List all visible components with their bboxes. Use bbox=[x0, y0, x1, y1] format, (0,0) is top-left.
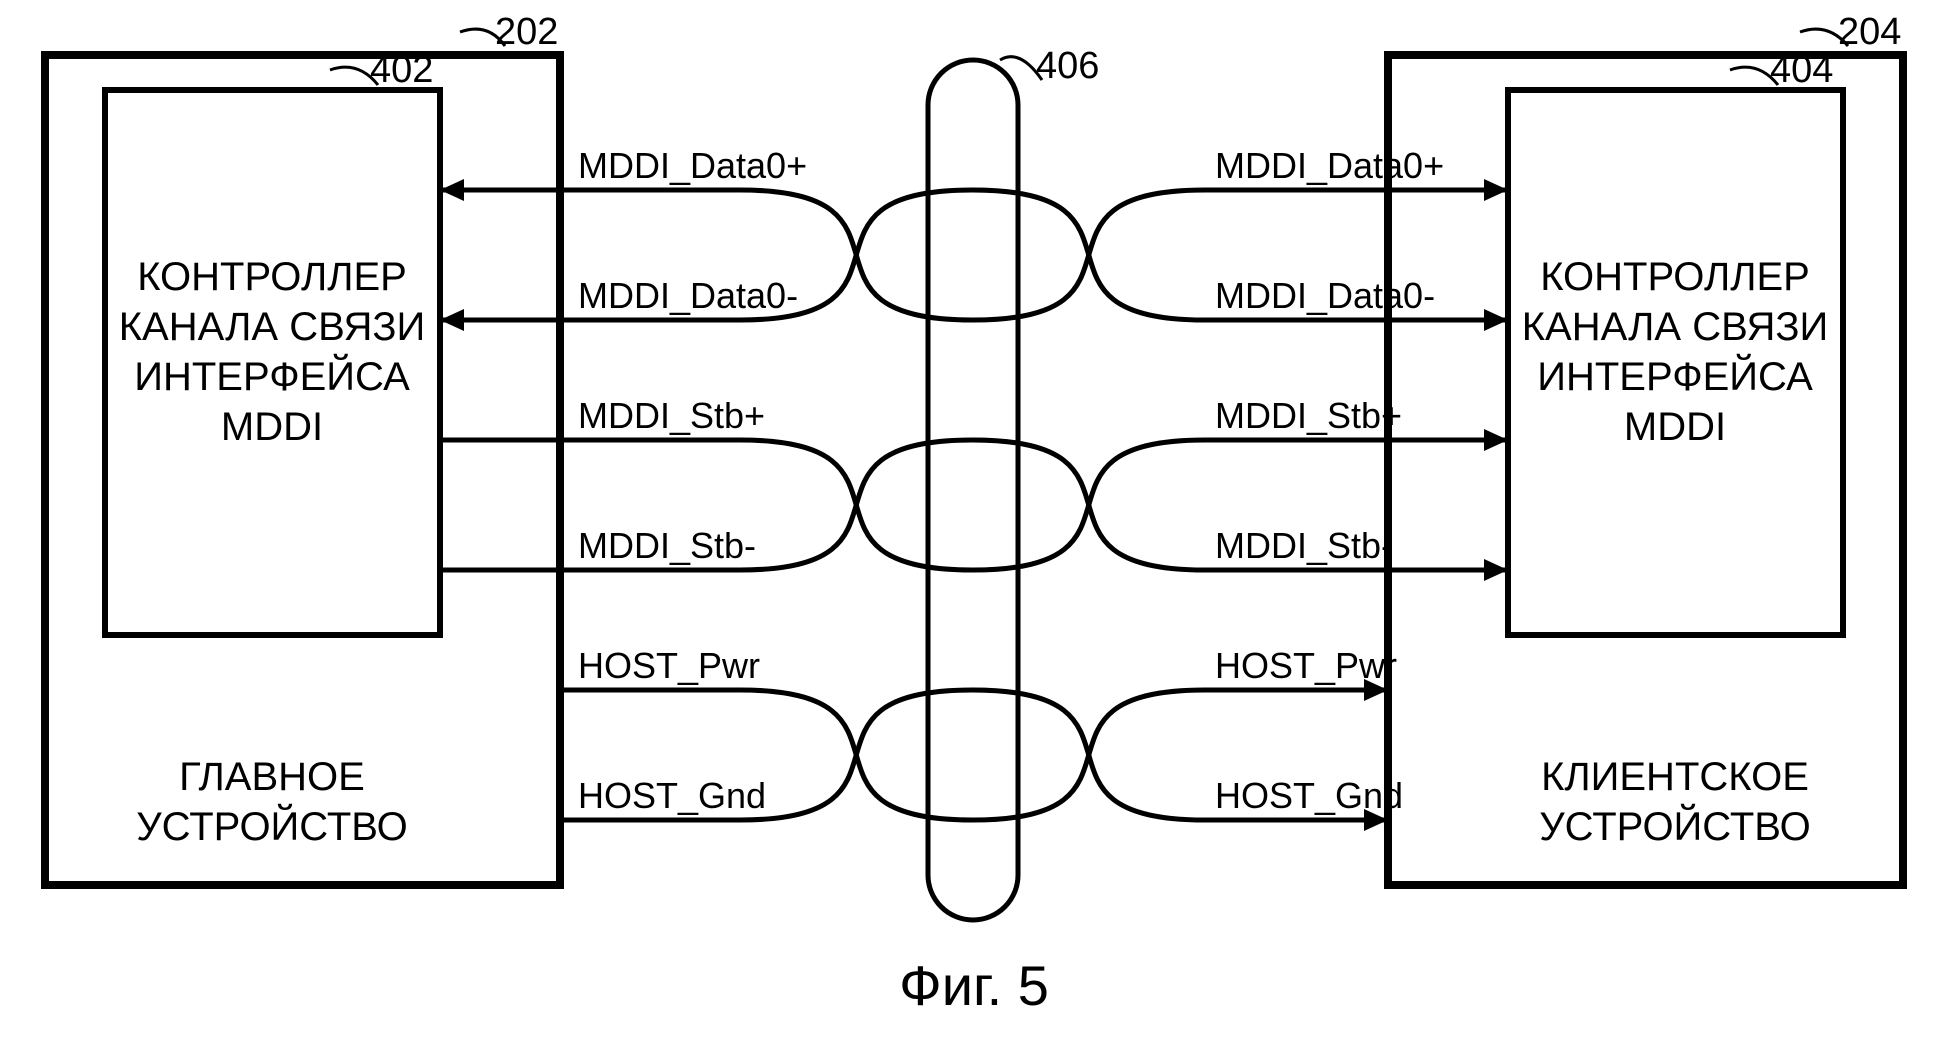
twisted-pair-wire bbox=[740, 440, 1205, 570]
twisted-pair-wire bbox=[740, 690, 1205, 820]
signal-label-right: HOST_Gnd bbox=[1215, 775, 1403, 816]
arrowhead bbox=[1484, 309, 1508, 331]
twisted-pair-wire bbox=[740, 440, 1205, 570]
signal-label-left: HOST_Gnd bbox=[578, 775, 766, 816]
host-controller-label: ИНТЕРФЕЙСА bbox=[134, 353, 410, 399]
signal-label-right: MDDI_Data0- bbox=[1215, 275, 1435, 316]
arrowhead bbox=[1484, 179, 1508, 201]
host-controller-label: КАНАЛА СВЯЗИ bbox=[119, 305, 426, 349]
signal-label-right: HOST_Pwr bbox=[1215, 645, 1397, 686]
client-controller-label: КОНТРОЛЛЕР bbox=[1540, 255, 1810, 299]
host-controller-label: КОНТРОЛЛЕР bbox=[137, 255, 407, 299]
client-device-label: УСТРОЙСТВО bbox=[1539, 803, 1811, 849]
signal-label-right: MDDI_Data0+ bbox=[1215, 145, 1444, 186]
client-controller-label: КАНАЛА СВЯЗИ bbox=[1522, 305, 1829, 349]
arrowhead bbox=[1484, 429, 1508, 451]
signal-label-left: HOST_Pwr bbox=[578, 645, 760, 686]
ref-label-right_outer: 204 bbox=[1838, 11, 1901, 53]
signal-label-right: MDDI_Stb- bbox=[1215, 525, 1393, 566]
host-device-label: УСТРОЙСТВО bbox=[136, 803, 408, 849]
signal-label-left: MDDI_Data0+ bbox=[578, 145, 807, 186]
client-controller-label: ИНТЕРФЕЙСА bbox=[1537, 353, 1813, 399]
signal-label-right: MDDI_Stb+ bbox=[1215, 395, 1402, 436]
arrowhead bbox=[440, 309, 464, 331]
twisted-pair-wire bbox=[740, 690, 1205, 820]
figure-caption: Фиг. 5 bbox=[899, 954, 1049, 1017]
twisted-pair-wire bbox=[740, 190, 1205, 320]
ref-label-right_inner: 404 bbox=[1770, 49, 1833, 91]
signal-label-left: MDDI_Stb+ bbox=[578, 395, 765, 436]
ref-label-left_outer: 202 bbox=[495, 11, 558, 53]
client-device-label: КЛИЕНТСКОЕ bbox=[1541, 755, 1809, 799]
client-controller-label: MDDI bbox=[1624, 405, 1726, 449]
ref-label-bundle: 406 bbox=[1036, 45, 1099, 87]
twisted-pair-wire bbox=[740, 190, 1205, 320]
arrowhead bbox=[1484, 559, 1508, 581]
arrowhead bbox=[440, 179, 464, 201]
host-device-label: ГЛАВНОЕ bbox=[179, 755, 365, 799]
host-controller-label: MDDI bbox=[221, 405, 323, 449]
ref-label-left_inner: 402 bbox=[370, 49, 433, 91]
signal-label-left: MDDI_Stb- bbox=[578, 525, 756, 566]
signal-label-left: MDDI_Data0- bbox=[578, 275, 798, 316]
